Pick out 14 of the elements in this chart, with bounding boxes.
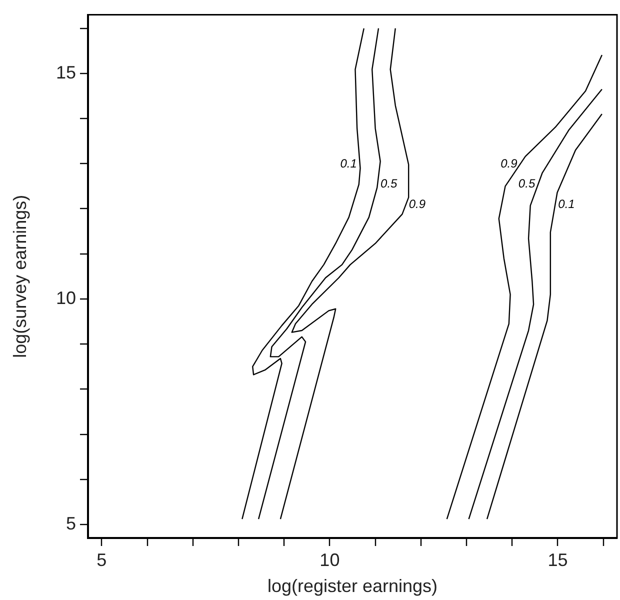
y-tick-label: 10 [56,288,76,308]
y-tick-label: 5 [66,513,76,534]
series-label: 0.9 [500,156,518,170]
series-label: 0.1 [558,197,575,212]
x-tick-label: 15 [548,550,568,570]
series-label: 0.5 [518,176,536,191]
series-label: 0.9 [408,197,426,212]
series-label: 0.1 [340,156,357,170]
x-axis-title: log(register earnings) [267,576,438,596]
x-tick-label: 10 [320,550,340,570]
x-tick-label: 5 [96,550,107,570]
series-label: 0.5 [380,176,398,191]
y-axis-title: log(survey earnings) [10,194,30,358]
y-tick-label: 15 [56,62,76,82]
